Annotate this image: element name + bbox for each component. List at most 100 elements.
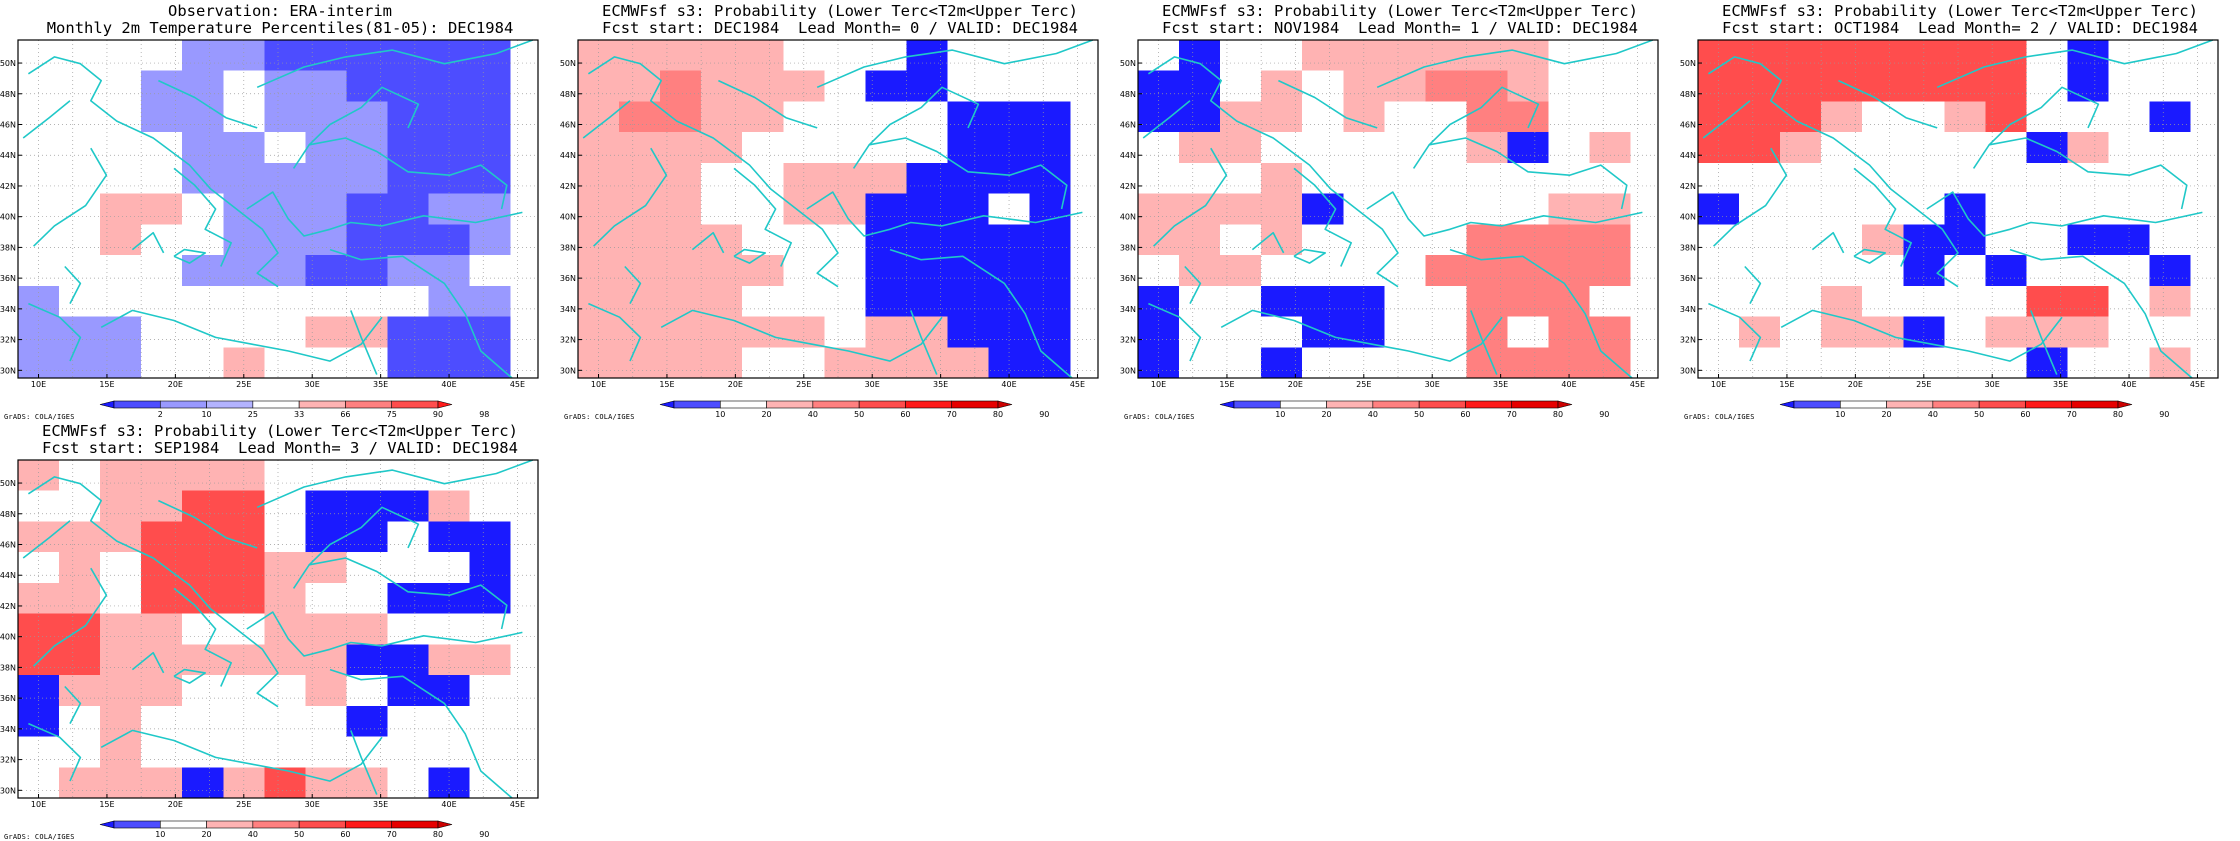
heatmap-cell bbox=[824, 162, 866, 194]
colorbar-label: 20 bbox=[201, 830, 211, 839]
coastline bbox=[1220, 309, 1503, 362]
coastline bbox=[173, 587, 232, 687]
heatmap-cell bbox=[18, 40, 60, 71]
colorbar-segment bbox=[437, 820, 453, 829]
heatmap-cell bbox=[1985, 40, 2027, 71]
grads-credit: GrADS: COLA/IGES bbox=[1124, 413, 1195, 421]
heatmap-cell bbox=[2149, 347, 2191, 378]
heatmap-cell bbox=[2149, 224, 2191, 256]
plot-frame bbox=[577, 39, 1099, 379]
heatmap-cell bbox=[100, 316, 142, 348]
heatmap-cell bbox=[223, 162, 265, 194]
coastline bbox=[350, 730, 378, 795]
heatmap-cell bbox=[660, 70, 702, 102]
x-tick-label: 25E bbox=[1916, 380, 1931, 389]
heatmap-cell bbox=[100, 582, 142, 614]
heatmap-cell bbox=[1944, 224, 1986, 256]
heatmap-cell bbox=[59, 40, 101, 71]
heatmap-cell bbox=[660, 40, 702, 71]
heatmap-cell bbox=[1302, 347, 1344, 378]
colorbar-segment bbox=[159, 400, 207, 409]
y-tick-label: 42N bbox=[0, 182, 16, 191]
y-tick-label: 48N bbox=[1120, 90, 1136, 99]
heatmap-cell bbox=[988, 347, 1030, 378]
heatmap-cell bbox=[469, 132, 511, 163]
coastline bbox=[1142, 100, 1191, 139]
heatmap-cell bbox=[2149, 285, 2191, 317]
coastline bbox=[1449, 248, 1633, 379]
heatmap-cell bbox=[1944, 316, 1986, 348]
heatmap-cell bbox=[1589, 347, 1631, 378]
heatmap-cell bbox=[1821, 347, 1863, 378]
heatmap-cell bbox=[1138, 347, 1180, 378]
heatmap-cell bbox=[141, 40, 183, 71]
colorbar-segment bbox=[1886, 400, 1934, 409]
colorbar-segment bbox=[252, 820, 300, 829]
heatmap-cell bbox=[1029, 224, 1071, 256]
heatmap-cell bbox=[1903, 162, 1945, 194]
heatmap-cell bbox=[305, 347, 347, 378]
heatmap-cell bbox=[2067, 70, 2109, 102]
heatmap-cell bbox=[660, 347, 702, 378]
heatmap-cell bbox=[865, 40, 907, 71]
heatmap-cell bbox=[1466, 316, 1508, 348]
heatmap-cell bbox=[1780, 193, 1822, 225]
heatmap-cell bbox=[264, 521, 306, 553]
colorbar-label: 90 bbox=[2159, 410, 2169, 419]
heatmap-cell bbox=[2149, 316, 2191, 348]
heatmap-chart: 30N 32N 34N 36N 38N 40N 42N 44N 46N 48N 50N 10E 15E 2… bbox=[560, 39, 1099, 419]
colorbar-label: 40 bbox=[1928, 410, 1938, 419]
heatmap-cell bbox=[947, 316, 989, 348]
colorbar-segment bbox=[391, 820, 439, 829]
y-tick-label: 36N bbox=[0, 694, 16, 703]
heatmap-cell bbox=[264, 162, 306, 194]
y-tick-label: 34N bbox=[560, 305, 576, 314]
heatmap-cell bbox=[865, 70, 907, 102]
heatmap-cell bbox=[428, 736, 470, 768]
heatmap-cell bbox=[1903, 285, 1945, 317]
heatmap-cell bbox=[305, 40, 347, 71]
heatmap-cell bbox=[182, 193, 224, 225]
x-tick-label: 35E bbox=[373, 800, 388, 809]
x-tick-label: 15E bbox=[659, 380, 674, 389]
heatmap-cell bbox=[2108, 162, 2150, 194]
heatmap-cell bbox=[1179, 255, 1221, 286]
heatmap-cell bbox=[100, 255, 142, 286]
y-tick-label: 40N bbox=[0, 213, 16, 222]
heatmap-cell bbox=[428, 552, 470, 583]
x-tick-label: 10E bbox=[1151, 380, 1166, 389]
heatmap-cell bbox=[2067, 40, 2109, 71]
heatmap-cell bbox=[1302, 162, 1344, 194]
coastline bbox=[1780, 309, 2063, 362]
heatmap-cell bbox=[1903, 40, 1945, 71]
heatmap-cell bbox=[578, 285, 620, 317]
heatmap-cell bbox=[223, 552, 265, 583]
heatmap-cell bbox=[742, 40, 784, 71]
heatmap-cell bbox=[1780, 316, 1822, 348]
heatmap-cell bbox=[1985, 285, 2027, 317]
heatmap-cell bbox=[223, 255, 265, 286]
heatmap-cell bbox=[18, 460, 60, 491]
heatmap-cell bbox=[346, 613, 388, 645]
y-tick-label: 42N bbox=[0, 602, 16, 611]
heatmap-cell bbox=[660, 224, 702, 256]
coastline bbox=[173, 167, 232, 267]
heatmap-cell bbox=[100, 644, 142, 676]
heatmap-cell bbox=[1739, 162, 1781, 194]
heatmap-cell bbox=[1985, 255, 2027, 286]
heatmap-cell bbox=[387, 582, 429, 614]
heatmap-cell bbox=[1985, 162, 2027, 194]
colorbar-label: 10 bbox=[1835, 410, 1845, 419]
heatmap-cell bbox=[619, 255, 661, 286]
y-tick-label: 46N bbox=[1680, 121, 1696, 130]
colorbar-label: 10 bbox=[715, 410, 725, 419]
coastline bbox=[173, 668, 206, 684]
heatmap-cell bbox=[182, 132, 224, 163]
y-tick-label: 50N bbox=[0, 59, 16, 68]
heatmap-cell bbox=[1507, 285, 1549, 317]
heatmap-cell bbox=[18, 255, 60, 286]
heatmap-cell bbox=[59, 285, 101, 317]
heatmap-cell bbox=[906, 193, 948, 225]
coastline bbox=[1376, 39, 1654, 89]
heatmap-cell bbox=[1548, 255, 1590, 286]
